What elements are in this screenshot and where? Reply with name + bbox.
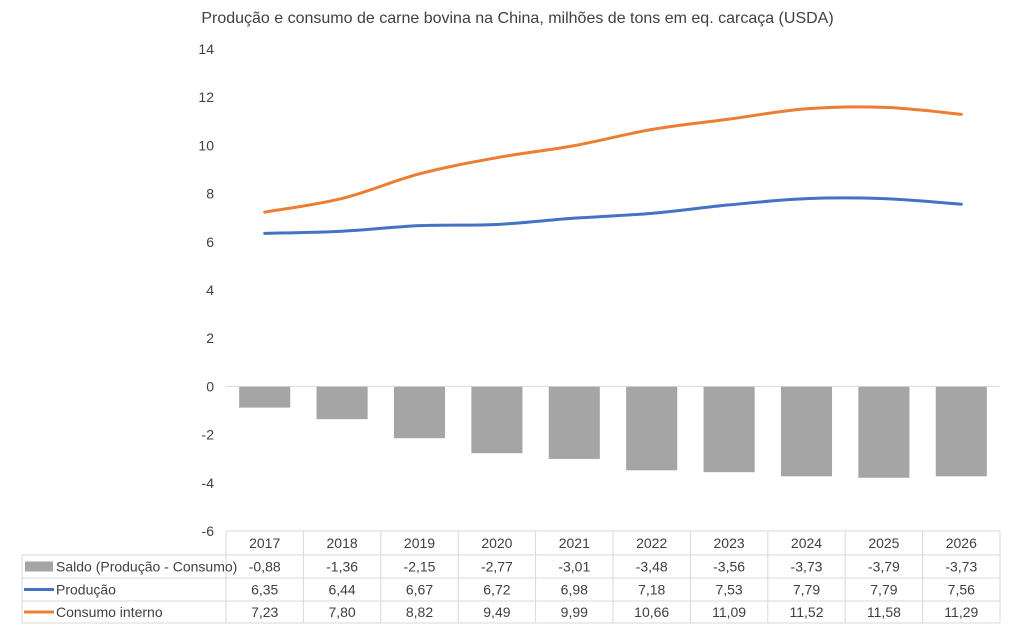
data-table-value: 7,23 (251, 604, 278, 620)
data-table-value: -3,73 (791, 559, 823, 575)
x-category-label: 2022 (636, 535, 667, 551)
bar (626, 386, 678, 471)
bar (239, 386, 291, 408)
bar (316, 386, 368, 420)
data-table-value: -2,15 (404, 559, 436, 575)
y-tick-label: -2 (202, 427, 215, 443)
series-line (263, 105, 963, 214)
data-table-value: 11,58 (867, 604, 901, 620)
data-table-value: 11,09 (712, 604, 746, 620)
data-table-value: 10,66 (634, 604, 669, 620)
bar (393, 386, 446, 439)
bar (548, 386, 600, 459)
x-category-label: 2021 (559, 535, 590, 551)
data-table-value: -1,36 (326, 559, 358, 575)
bar (935, 386, 987, 477)
series-line (263, 196, 963, 235)
data-table-value: -3,48 (636, 559, 668, 575)
data-table-value: 7,79 (870, 582, 897, 598)
data-table-value: -3,79 (868, 559, 900, 575)
y-tick-label: 4 (206, 282, 214, 298)
x-category-label: 2024 (791, 535, 822, 551)
y-tick-label: 12 (198, 89, 214, 105)
data-table-value: -3,01 (558, 559, 590, 575)
data-table-value: 9,99 (561, 604, 588, 620)
y-tick-label: -6 (202, 523, 215, 539)
data-table-value: 6,67 (406, 582, 433, 598)
x-category-label: 2025 (868, 535, 899, 551)
legend-label: Produção (56, 582, 116, 598)
y-tick-label: -4 (202, 475, 215, 491)
data-table-value: -3,73 (945, 559, 977, 575)
y-tick-label: 0 (206, 378, 214, 394)
data-table-value: 7,80 (328, 604, 355, 620)
data-table-value: 7,18 (638, 582, 665, 598)
data-table-value: 8,82 (406, 604, 433, 620)
data-table-value: 7,56 (948, 582, 975, 598)
data-table-value: 6,44 (328, 582, 355, 598)
bar (703, 386, 755, 473)
legend-label: Consumo interno (56, 604, 163, 620)
data-table-value: -2,77 (481, 559, 513, 575)
bar (471, 386, 523, 454)
data-table-value: 6,35 (251, 582, 278, 598)
data-table-value: 7,79 (793, 582, 820, 598)
x-category-label: 2019 (404, 535, 435, 551)
data-table-value: -3,56 (713, 559, 745, 575)
y-tick-label: 2 (206, 330, 214, 346)
data-table-value: 6,72 (483, 582, 510, 598)
legend-key-bar (25, 561, 53, 572)
y-tick-label: 10 (198, 137, 214, 153)
y-tick-label: 8 (206, 186, 214, 202)
data-table-value: 7,53 (715, 582, 742, 598)
y-tick-label: 6 (206, 234, 214, 250)
x-category-label: 2017 (249, 535, 280, 551)
x-category-label: 2026 (946, 535, 977, 551)
x-category-label: 2020 (481, 535, 512, 551)
data-table-value: -0,88 (249, 559, 281, 575)
data-table-value: 9,49 (483, 604, 510, 620)
chart-title: Produção e consumo de carne bovina na Ch… (201, 10, 834, 27)
bar (780, 386, 833, 477)
data-table-value: 6,98 (561, 582, 588, 598)
data-table-value: 11,29 (944, 604, 978, 620)
data-table-value: 11,52 (790, 604, 824, 620)
x-category-label: 2018 (327, 535, 358, 551)
x-category-label: 2023 (714, 535, 745, 551)
legend-label: Saldo (Produção - Consumo) (56, 559, 237, 575)
bar (858, 386, 910, 478)
y-tick-label: 14 (198, 41, 214, 57)
